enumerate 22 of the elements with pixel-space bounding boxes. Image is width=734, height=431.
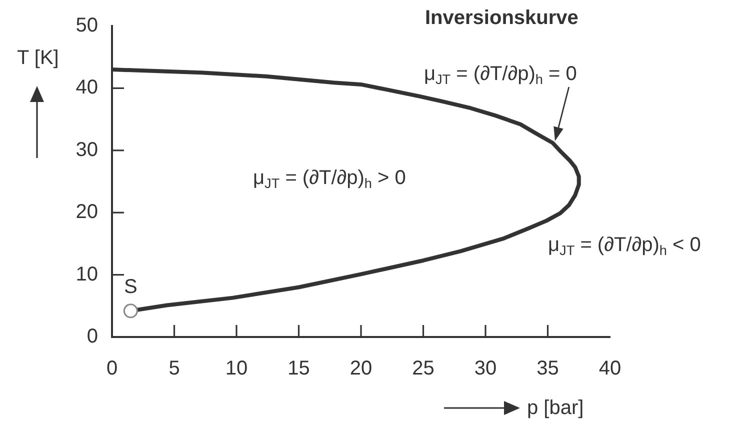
y-tick-label: 30	[76, 138, 98, 161]
x-tick-label: 40	[598, 358, 622, 380]
x-axis-title: p [bar]	[527, 396, 584, 420]
annotation: μ$_{JT}$ = (∂T/∂p)$_{h}$ = 0	[424, 62, 577, 88]
y-tick-label: 20	[76, 201, 98, 224]
y-tick-label: 40	[76, 76, 98, 99]
series-label: S	[124, 274, 138, 299]
x-tick-label: 20	[350, 358, 372, 380]
x-tick-label: 15	[288, 358, 310, 380]
y-tick-label: 10	[76, 263, 98, 286]
x-tick-label: 5	[168, 358, 180, 380]
y-tick-label: 50	[76, 14, 98, 37]
x-tick-label: 25	[412, 358, 434, 380]
x-tick-label: 30	[474, 358, 497, 380]
x-tick-label: 0	[106, 358, 118, 380]
x-tick-label: 10	[225, 358, 248, 380]
annotation: μ$_{JT}$ = (∂T/∂p)$_{h}$ < 0	[548, 233, 701, 258]
annotation: μ$_{JT}$ = (∂T/∂p)$_{h}$ > 0	[253, 166, 406, 192]
annotation: Inversionskurve	[425, 6, 578, 30]
x-tick-label: 35	[536, 358, 559, 380]
y-axis-title: T [K]	[17, 46, 59, 70]
y-tick-label: 0	[86, 326, 98, 348]
